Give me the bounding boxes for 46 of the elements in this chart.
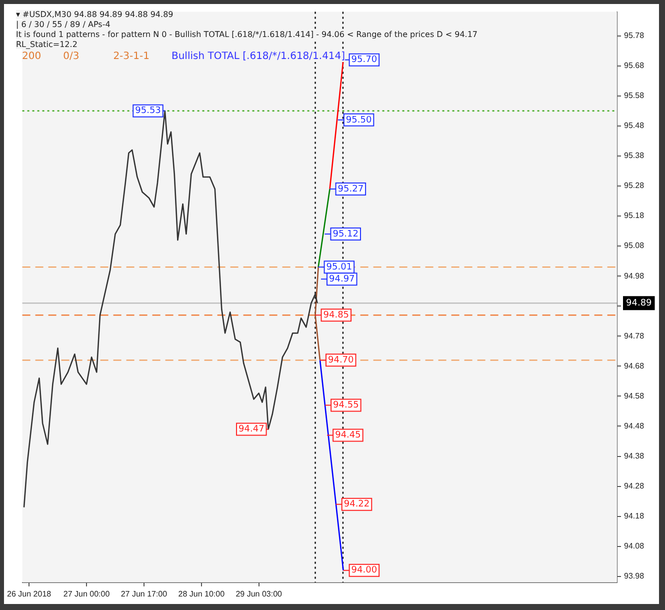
x-tick-label: 26 Jun 2018	[7, 589, 52, 598]
y-tick-label: 94.78	[624, 331, 645, 340]
y-tick-label: 95.68	[624, 61, 645, 70]
annotation: It is found 1 patterns - for pattern N 0 - Bullish TOTAL [.618/*/1.618/1.414] - 94.06 < Range of the prices D < 94.17	[16, 30, 478, 39]
annotation: RL_Static=12.2	[16, 40, 78, 49]
y-tick-label: 94.48	[624, 421, 645, 430]
annotation: 2-3-1-1	[113, 51, 150, 62]
annotation: 0/3	[63, 51, 80, 62]
y-tick-label: 95.18	[624, 211, 645, 220]
y-tick-label: 94.08	[624, 542, 645, 551]
annotation: 95.70	[351, 55, 378, 66]
x-tick-label: 27 Jun 17:00	[120, 589, 168, 598]
y-tick-label: 94.28	[624, 482, 645, 490]
chart-title: ▾ #USDX,M30 94.88 94.89 94.88 94.89	[16, 10, 174, 19]
annotation: 94.55	[333, 400, 359, 411]
annotation: 95.01	[326, 262, 352, 272]
y-tick-label: 94.18	[624, 512, 645, 521]
y-tick-label: 95.08	[624, 241, 645, 250]
annotation: 94.70	[328, 356, 354, 366]
annotation: 95.50	[346, 115, 372, 126]
annotation: 94.45	[335, 430, 361, 441]
annotation: 94.00	[351, 566, 378, 576]
y-tick-label: 95.78	[624, 31, 645, 40]
annotation: 200	[22, 51, 42, 62]
x-tick-label: 29 Jun 03:00	[236, 589, 283, 598]
annotation: 94.97	[329, 274, 355, 284]
annotation: 94.85	[323, 310, 350, 320]
annotation: 95.53	[135, 106, 161, 116]
annotation: 95.27	[338, 184, 364, 194]
x-tick-label: 27 Jun 00:00	[63, 589, 110, 598]
ref-line-label: 94.89	[626, 298, 652, 308]
y-tick-label: 94.98	[624, 271, 645, 280]
annotation: 95.12	[332, 229, 358, 240]
y-tick-label: 94.58	[624, 391, 645, 400]
annotation: 94.22	[344, 500, 370, 510]
y-tick-label: 95.48	[624, 121, 645, 130]
y-tick-label: 94.68	[624, 361, 645, 370]
text: | 6 / 30 / 55 / 89 / APs-4	[16, 20, 110, 29]
y-tick-label: 95.58	[624, 91, 645, 100]
annotation: Bullish TOTAL [.618/*/1.618/1.414]	[171, 51, 346, 62]
y-tick-label: 95.28	[624, 181, 645, 190]
annotation: 94.47	[238, 424, 264, 435]
y-tick-label: 95.38	[624, 151, 645, 160]
x-tick-label: 28 Jun 10:00	[178, 589, 226, 598]
y-tick-label: 93.98	[624, 572, 645, 581]
y-tick-label: 94.38	[624, 451, 645, 460]
